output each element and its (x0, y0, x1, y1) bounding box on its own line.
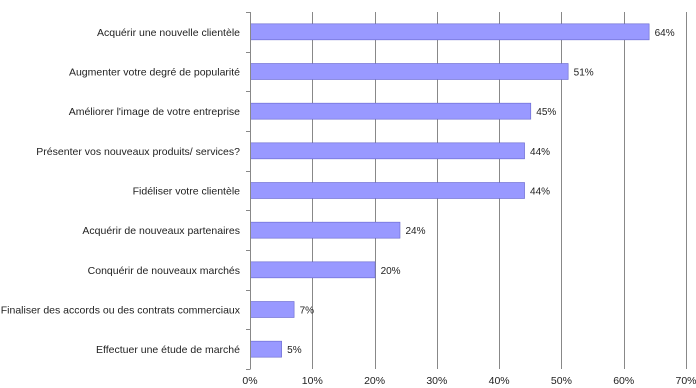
category-label: Améliorer l'image de votre entreprise (69, 106, 240, 118)
category-label: Fidéliser votre clientèle (133, 186, 241, 198)
value-label: 7% (300, 306, 315, 317)
value-label: 45% (536, 107, 556, 118)
bar (250, 63, 569, 80)
value-label: 24% (405, 226, 425, 237)
category-label: Finaliser des accords ou des contrats co… (1, 305, 241, 317)
value-label: 20% (381, 266, 401, 277)
value-labels: 64% 51% 45% 44% 44% 24% 20% 7% 5% (287, 28, 675, 356)
bars (250, 23, 650, 358)
bar (250, 301, 295, 318)
x-tick-label: 20% (364, 375, 385, 387)
value-label: 44% (530, 187, 550, 198)
bar (250, 182, 525, 199)
value-label: 44% (530, 147, 550, 158)
x-tick-label: 50% (551, 375, 572, 387)
bar (250, 142, 525, 160)
category-label: Acquérir une nouvelle clientèle (97, 27, 240, 39)
x-tick-label: 40% (489, 375, 510, 387)
x-tick-labels: 0% 10% 20% 30% 40% 50% 60% 70% (242, 375, 696, 387)
bar (250, 221, 401, 239)
x-tick-label: 10% (302, 375, 323, 387)
category-label: Acquérir de nouveaux partenaires (82, 225, 240, 237)
x-tick-label: 70% (675, 375, 696, 387)
category-labels: Acquérir une nouvelle clientèle Augmenter… (1, 27, 241, 356)
category-label: Présenter vos nouveaux produits/ service… (36, 146, 240, 158)
x-tick-label: 30% (426, 375, 447, 387)
x-tick-label: 60% (613, 375, 634, 387)
category-label: Conquérir de nouveaux marchés (88, 265, 240, 277)
value-label: 51% (574, 68, 594, 79)
bar (250, 261, 376, 279)
y-axis (246, 12, 251, 370)
bar (250, 102, 532, 120)
category-label: Effectuer une étude de marché (96, 344, 240, 356)
category-label: Augmenter votre degré de popularité (69, 67, 240, 79)
value-label: 5% (287, 345, 302, 356)
bar (250, 23, 650, 41)
x-tick-label: 0% (242, 375, 257, 387)
value-label: 64% (655, 28, 675, 39)
bar (250, 340, 282, 358)
